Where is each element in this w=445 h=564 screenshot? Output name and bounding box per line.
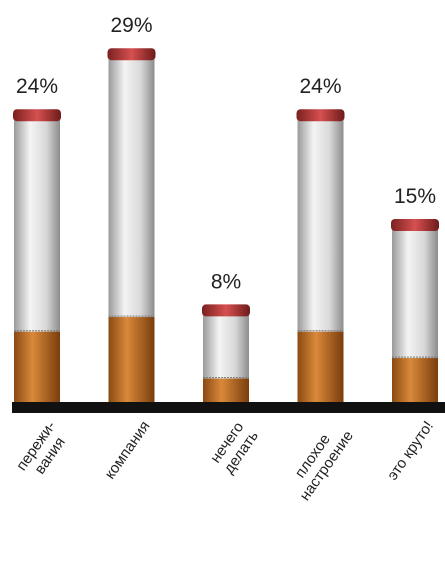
cigarette-filter <box>14 331 60 402</box>
cigarette-ash <box>391 219 439 231</box>
cigarette-ash <box>107 48 156 61</box>
cigarette-filter <box>108 317 155 402</box>
bar <box>13 109 61 402</box>
cigarette-filter <box>297 331 344 402</box>
cigarette-filter <box>392 358 438 402</box>
bar <box>391 219 439 402</box>
value-label: 24% <box>16 75 58 98</box>
bar <box>202 304 250 402</box>
bar <box>107 48 156 402</box>
cigarette-filter <box>203 378 249 402</box>
cigarette-ash <box>202 304 250 317</box>
cigarette-ash <box>296 109 345 122</box>
value-label: 8% <box>211 270 241 293</box>
value-label: 29% <box>110 14 152 37</box>
value-label: 15% <box>394 185 436 208</box>
bar <box>296 109 345 402</box>
value-label: 24% <box>299 75 341 98</box>
baseline <box>12 402 445 413</box>
cigarette-ash <box>13 109 61 122</box>
